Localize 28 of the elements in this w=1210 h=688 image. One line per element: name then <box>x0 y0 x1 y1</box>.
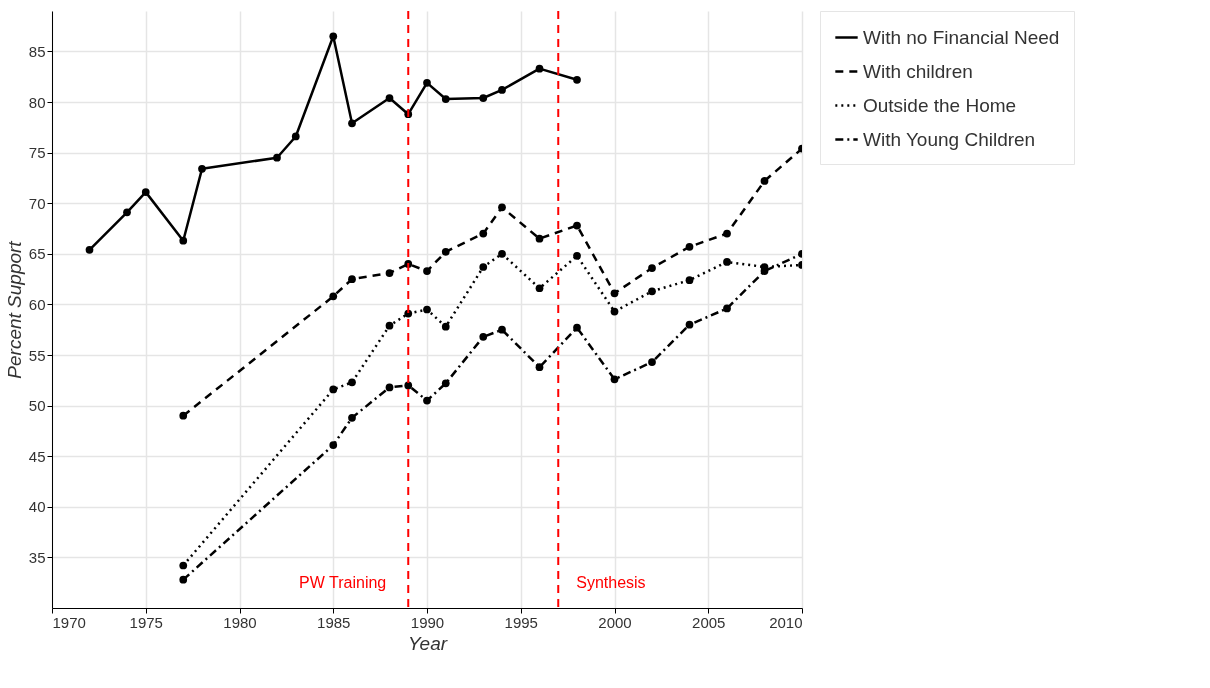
legend-label: Outside the Home <box>863 94 1017 116</box>
legend-label: With Young Children <box>863 128 1036 150</box>
x-tick-label: 2005 <box>692 613 726 631</box>
x-tick-label: 1985 <box>317 613 351 631</box>
y-tick-label: 65 <box>28 245 46 263</box>
x-tick-label: 2010 <box>769 613 803 631</box>
x-tick-label: 1970 <box>52 613 86 631</box>
x-tick-label: 2000 <box>598 613 632 631</box>
y-tick-label: 75 <box>28 144 46 162</box>
y-tick-label: 80 <box>28 93 46 111</box>
x-tick-label: 1975 <box>129 613 163 631</box>
y-tick-label: 60 <box>28 295 46 313</box>
legend-label: With no Financial Need <box>863 26 1060 48</box>
y-tick-label: 70 <box>28 194 46 212</box>
ref-line-label: Synthesis <box>576 574 646 591</box>
y-tick-label: 40 <box>28 498 46 516</box>
y-axis-title: Percent Support <box>3 240 25 379</box>
y-tick-label: 50 <box>28 397 46 415</box>
x-tick-label: 1980 <box>223 613 257 631</box>
x-axis-title: Year <box>407 632 448 654</box>
y-tick-label: 45 <box>28 447 46 465</box>
x-tick-label: 1995 <box>504 613 538 631</box>
x-tick-label: 1990 <box>410 613 445 631</box>
y-tick-label: 55 <box>28 346 46 364</box>
ref-line-label: PW Training <box>299 574 387 591</box>
y-tick-label: 85 <box>28 42 46 60</box>
legend-label: With children <box>863 60 973 82</box>
y-tick-label: 35 <box>28 548 46 566</box>
